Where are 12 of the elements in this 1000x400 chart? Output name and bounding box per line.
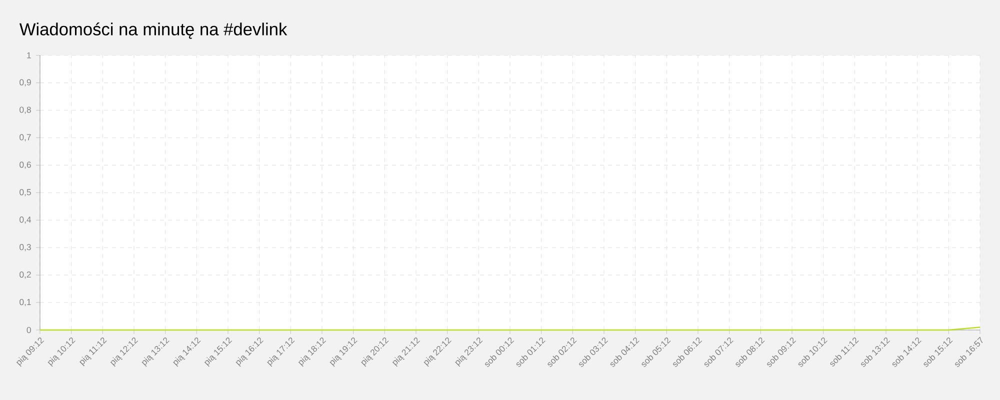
y-tick-label: 0,4	[20, 216, 32, 224]
chart-title: Wiadomości na minutę na #devlink	[19, 22, 288, 39]
y-tick-label: 0,1	[20, 298, 31, 306]
y-tick-label: 0,9	[20, 79, 31, 86]
y-tick-label: 0,8	[20, 106, 31, 114]
y-tick-label: 0,3	[20, 244, 31, 252]
y-tick-label: 0,7	[20, 134, 31, 142]
y-tick-label: 0,5	[20, 189, 31, 196]
y-tick-label: 0,2	[20, 271, 31, 279]
y-tick-label: 1	[27, 52, 31, 58]
y-tick-label: 0	[26, 326, 31, 334]
y-tick-label: 0,6	[20, 162, 31, 169]
